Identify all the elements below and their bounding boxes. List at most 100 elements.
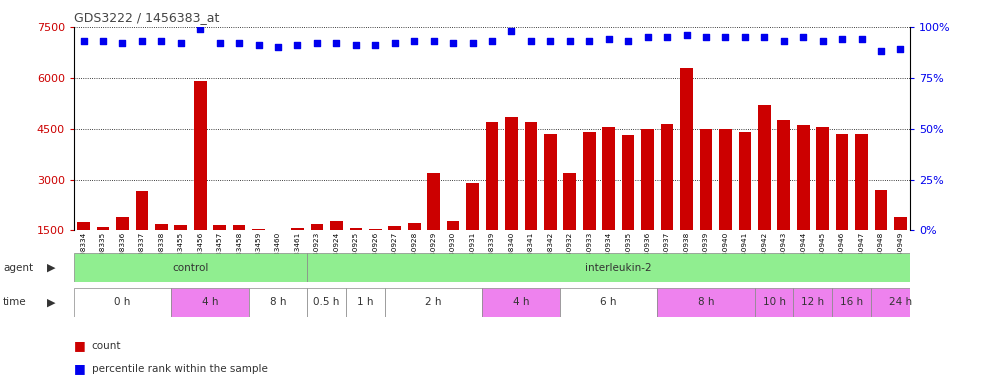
Point <box>679 32 695 38</box>
Bar <box>657 288 755 317</box>
Bar <box>793 288 832 317</box>
Text: 0 h: 0 h <box>114 297 131 308</box>
Point <box>387 40 402 46</box>
Point <box>212 40 227 46</box>
Bar <box>194 81 207 281</box>
Bar <box>408 223 420 281</box>
Point <box>582 38 597 44</box>
Text: percentile rank within the sample: percentile rank within the sample <box>92 364 268 374</box>
Point <box>445 40 461 46</box>
Point <box>737 34 753 40</box>
Text: ■: ■ <box>74 339 86 352</box>
Point <box>329 40 344 46</box>
Point <box>95 38 111 44</box>
Bar <box>96 227 109 281</box>
Bar <box>272 231 284 281</box>
Bar <box>544 134 557 281</box>
Bar <box>77 222 90 281</box>
Bar <box>174 225 187 281</box>
Point <box>562 38 578 44</box>
Point <box>484 38 500 44</box>
Bar <box>307 253 930 282</box>
Text: 16 h: 16 h <box>840 297 863 308</box>
Text: ▶: ▶ <box>47 263 56 273</box>
Point <box>873 48 889 55</box>
Point <box>154 38 169 44</box>
Bar <box>116 217 129 281</box>
Text: 12 h: 12 h <box>801 297 825 308</box>
Text: 8 h: 8 h <box>270 297 286 308</box>
Bar <box>136 191 149 281</box>
Text: 4 h: 4 h <box>202 297 218 308</box>
Text: interleukin-2: interleukin-2 <box>585 263 651 273</box>
Bar <box>642 129 654 281</box>
Bar <box>291 228 304 281</box>
Text: 6 h: 6 h <box>600 297 617 308</box>
Text: GDS3222 / 1456383_at: GDS3222 / 1456383_at <box>74 12 219 25</box>
Bar <box>249 288 307 317</box>
Bar <box>311 224 324 281</box>
Bar <box>832 288 871 317</box>
Bar <box>560 288 657 317</box>
Text: 0.5 h: 0.5 h <box>314 297 339 308</box>
Bar <box>369 229 382 281</box>
Point <box>659 34 675 40</box>
Text: 8 h: 8 h <box>698 297 714 308</box>
Bar <box>680 68 693 281</box>
Bar <box>777 120 790 281</box>
Bar <box>755 288 793 317</box>
Point <box>231 40 247 46</box>
Point <box>815 38 830 44</box>
Bar <box>447 221 460 281</box>
Bar <box>74 253 307 282</box>
Bar <box>385 288 482 317</box>
Point <box>114 40 130 46</box>
Point <box>192 26 208 32</box>
Bar <box>797 125 810 281</box>
Text: 1 h: 1 h <box>357 297 374 308</box>
Bar <box>719 129 732 281</box>
Bar <box>871 288 930 317</box>
Bar <box>466 183 479 281</box>
Point <box>854 36 870 42</box>
Bar <box>758 105 770 281</box>
Point <box>134 38 150 44</box>
Point <box>504 28 520 34</box>
Bar <box>583 132 595 281</box>
Bar <box>482 288 560 317</box>
Bar <box>349 228 362 281</box>
Point <box>309 40 325 46</box>
Text: time: time <box>3 297 27 308</box>
Bar <box>214 225 226 281</box>
Point <box>640 34 655 40</box>
Bar <box>855 134 868 281</box>
Bar <box>505 117 518 281</box>
Bar <box>564 173 576 281</box>
Point <box>348 42 364 48</box>
Point <box>892 46 908 52</box>
Point <box>271 44 286 50</box>
Bar <box>524 122 537 281</box>
Bar <box>427 173 440 281</box>
Point <box>601 36 617 42</box>
Bar <box>307 288 346 317</box>
Point <box>795 34 811 40</box>
Point <box>717 34 733 40</box>
Point <box>406 38 422 44</box>
Bar <box>74 288 171 317</box>
Text: 10 h: 10 h <box>763 297 785 308</box>
Point <box>251 42 267 48</box>
Bar <box>875 190 888 281</box>
Point <box>426 38 442 44</box>
Point <box>757 34 772 40</box>
Bar <box>817 127 829 281</box>
Bar <box>486 122 498 281</box>
Point <box>542 38 558 44</box>
Point <box>523 38 539 44</box>
Bar <box>739 132 751 281</box>
Point <box>776 38 792 44</box>
Point <box>834 36 850 42</box>
Text: ▶: ▶ <box>47 297 56 308</box>
Bar <box>346 288 385 317</box>
Bar <box>602 127 615 281</box>
